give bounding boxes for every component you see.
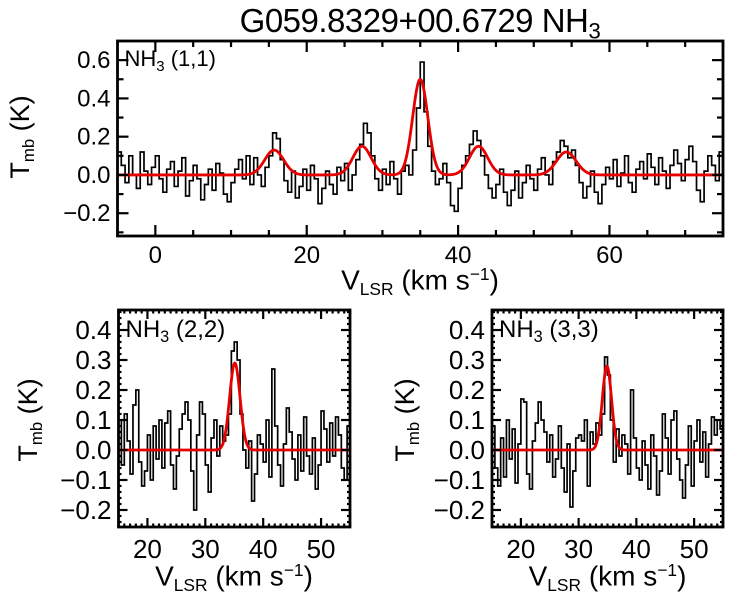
x-tick-label: 20: [133, 534, 162, 564]
x-label-subscript: LSR: [359, 278, 394, 299]
x-tick-label: 50: [680, 534, 709, 564]
y-tick-label: −0.2: [434, 495, 485, 525]
y-tick-label: 0.1: [449, 405, 485, 435]
y-label-symbol: T: [12, 445, 43, 462]
y-tick-label: 0.2: [75, 375, 111, 405]
y-label-units: (K): [12, 378, 43, 422]
y-tick-label: 0.0: [449, 435, 485, 465]
x-tick-label: 50: [307, 534, 336, 564]
x-tick-label: 20: [506, 534, 535, 564]
figure-title: G059.8329+00.6729 NH3: [117, 2, 723, 45]
x-label-exponent: −1: [283, 560, 304, 580]
gaussian-fit-line: [117, 361, 351, 452]
x-label-subscript: LSR: [173, 574, 208, 595]
x-label-exponent: −1: [657, 560, 678, 580]
y-tick-label: 0.1: [75, 405, 111, 435]
y-label-units: (K): [4, 95, 35, 139]
y-tick-label: −0.1: [60, 465, 111, 495]
spectrum-histogram: [117, 61, 723, 213]
x-tick-label: 40: [622, 534, 651, 564]
transition-label: NH3 (2,2): [126, 316, 226, 346]
y-label-symbol: T: [4, 162, 35, 179]
y-tick-label: 0.0: [77, 162, 110, 189]
y-tick-label: −0.2: [60, 495, 111, 525]
x-tick-label: 30: [564, 534, 593, 564]
y-tick-label: 0.2: [449, 375, 485, 405]
x-label-symbol: V: [341, 264, 360, 296]
x-tick-label: 40: [249, 534, 278, 564]
bottom-left-y-axis-label: Tmb (K): [13, 378, 47, 461]
y-tick-label: 0.4: [449, 315, 485, 345]
figure-title-subscript: 3: [588, 18, 601, 44]
y-tick-label: 0.4: [77, 85, 110, 112]
gaussian-fit-line: [116, 77, 724, 177]
top-panel-x-axis-label: VLSR (km s−1): [117, 264, 723, 300]
figure-title-main: G059.8329+00.6729 NH: [239, 2, 589, 39]
bottom-left-x-axis-label: VLSR (km s−1): [118, 560, 350, 596]
panel-nh3_11: 0 20 40 60 −0.2 0.0 0.2 0.4 0.6 NH3 (1,1): [63, 39, 725, 269]
x-label-close: ): [489, 264, 499, 296]
x-tick-label: 60: [596, 242, 623, 269]
y-tick-label: 0.4: [75, 315, 111, 345]
y-tick-label: 0.2: [77, 124, 110, 151]
x-label-units: (km s: [393, 264, 470, 296]
x-label-exponent: −1: [469, 264, 490, 284]
y-label-units: (K): [389, 378, 420, 422]
y-tick-label: 0.6: [77, 47, 110, 74]
x-label-subscript: LSR: [547, 574, 582, 595]
spectrum-histogram: [492, 356, 723, 508]
x-tick-label: 20: [293, 242, 320, 269]
x-label-units: (km s: [581, 560, 658, 592]
y-tick-label: −0.2: [63, 200, 110, 227]
bottom-right-y-axis-label: Tmb (K): [390, 378, 424, 461]
transition-label: NH3 (3,3): [499, 316, 599, 346]
y-tick-label: 0.3: [75, 345, 111, 375]
y-label-subscript: mb: [404, 421, 424, 446]
y-label-symbol: T: [389, 445, 420, 462]
x-label-symbol: V: [528, 560, 548, 592]
panel-nh3_22: 20 30 40 50 −0.2−0.10.00.10.20.30.4 NH3 (2,2): [60, 308, 352, 564]
y-tick-label: 0.3: [449, 345, 485, 375]
x-tick-label: 30: [191, 534, 220, 564]
x-label-close: ): [303, 560, 313, 592]
panel-nh3_33: 20 30 40 50 −0.2−0.10.00.10.20.30.4 NH3 (3,3): [434, 308, 725, 564]
gaussian-fit-line: [491, 364, 724, 452]
y-label-subscript: mb: [27, 421, 47, 446]
x-label-close: ): [677, 560, 687, 592]
x-tick-label: 0: [149, 242, 162, 269]
spectrum-histogram: [118, 341, 350, 511]
transition-label: NH3 (1,1): [125, 46, 216, 75]
y-label-subscript: mb: [19, 138, 39, 163]
bottom-right-x-axis-label: VLSR (km s−1): [492, 560, 723, 596]
top-panel-y-axis-label: Tmb (K): [5, 95, 39, 178]
y-tick-label: −0.1: [434, 465, 485, 495]
y-tick-label: 0.0: [75, 435, 111, 465]
x-tick-label: 40: [445, 242, 472, 269]
x-label-units: (km s: [207, 560, 284, 592]
x-label-symbol: V: [155, 560, 174, 592]
